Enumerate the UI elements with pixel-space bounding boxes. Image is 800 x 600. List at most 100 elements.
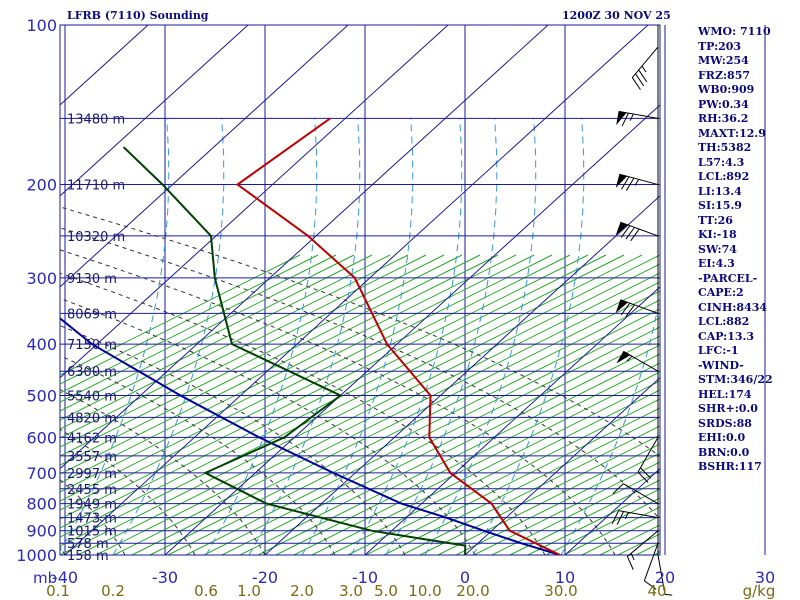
pressure-tick-label: 200 xyxy=(26,176,57,195)
index-row: LI:13.4 xyxy=(698,184,742,198)
index-row: WMO: 7110 xyxy=(698,25,771,38)
dry-adiabat-line xyxy=(60,254,373,412)
wind-barb-pennant xyxy=(615,299,628,313)
height-label: 1473 m xyxy=(67,512,117,527)
isotherm-line xyxy=(59,24,249,197)
dry-adiabat-line xyxy=(347,398,660,555)
pressure-tick-label: 400 xyxy=(26,335,57,354)
moist-adiabat-line xyxy=(60,297,476,555)
height-label: 3557 m xyxy=(67,450,117,465)
temperature-tick-label: -40 xyxy=(52,568,78,587)
index-row: L57:4.3 xyxy=(698,155,745,169)
dry-adiabat-line xyxy=(60,254,301,376)
isotherm-line xyxy=(564,468,661,556)
mixing-ratio-line xyxy=(248,118,361,555)
wind-barb xyxy=(611,510,659,525)
wind-barb-feather xyxy=(621,176,630,190)
index-row: LCL:882 xyxy=(698,315,750,328)
index-row: HEL:174 xyxy=(698,387,752,401)
wind-barb-half-feather xyxy=(664,593,673,596)
sounding-datetime: 1200Z 30 NOV 25 xyxy=(562,9,671,22)
wind-barb-staff xyxy=(618,510,659,519)
index-row: EI:4.3 xyxy=(698,257,735,270)
dry-adiabat-line xyxy=(95,272,660,555)
height-label: 7150 m xyxy=(67,338,117,353)
wind-barb-feather xyxy=(631,77,641,90)
index-row: BRN:0.0 xyxy=(698,445,750,459)
moist-adiabat-line xyxy=(60,428,196,555)
profiles xyxy=(60,117,561,555)
pressure-tick-label: 100 xyxy=(26,16,57,35)
index-row: SW:74 xyxy=(698,242,737,256)
dry-adiabat-line xyxy=(383,416,660,555)
mixing-ratio-line xyxy=(472,118,585,555)
wind-barb-feather xyxy=(616,511,624,525)
height-label: 10320 m xyxy=(67,230,125,245)
wind-barb xyxy=(637,437,659,483)
wind-barb-half-feather xyxy=(629,113,634,121)
mixing-ratio-label: 0.6 xyxy=(194,582,218,600)
dry-adiabat-line xyxy=(257,353,660,555)
dry-adiabat-line xyxy=(617,533,660,555)
mixing-ratio-line xyxy=(60,118,170,553)
temperature-tick-label: 30 xyxy=(755,568,775,587)
wind-barb-half-feather xyxy=(624,512,629,520)
temperature-trace xyxy=(235,117,561,555)
index-row: CAPE:2 xyxy=(698,286,744,299)
height-label: 11710 m xyxy=(67,179,125,194)
index-row: MAXT:12.9 xyxy=(698,126,766,140)
isotherm-line xyxy=(59,24,449,379)
index-row: EHI:0.0 xyxy=(698,431,746,444)
wind-barb-half-feather xyxy=(634,179,640,186)
index-row: SI:15.9 xyxy=(698,199,742,212)
wind-barb-half-feather xyxy=(626,355,633,362)
index-row: SHR+:0.0 xyxy=(698,402,758,415)
dry-adiabat-line xyxy=(473,461,660,555)
wind-barb-pennant xyxy=(616,351,631,364)
moist-adiabat-line xyxy=(60,388,266,555)
dry-adiabat-line xyxy=(60,254,643,547)
moist-adiabat-line xyxy=(60,355,336,555)
wind-barb xyxy=(657,554,673,596)
wind-barb xyxy=(612,483,659,505)
dry-adiabat-line xyxy=(60,254,625,538)
mixing-ratio-label: 30.0 xyxy=(544,582,577,600)
mixing-ratio-lines xyxy=(60,118,660,555)
height-label: 2997 m xyxy=(67,467,117,482)
index-row: SRDS:88 xyxy=(698,416,752,430)
pressure-unit-label: mb xyxy=(33,569,57,587)
dry-adiabat-line xyxy=(545,497,660,555)
dry-adiabat-line xyxy=(635,542,660,555)
wind-barb-feather xyxy=(625,304,635,317)
dry-adiabat-line xyxy=(60,254,535,493)
dry-adiabat-line xyxy=(221,335,660,555)
height-label: 2455 m xyxy=(67,483,117,498)
wind-barb-feather xyxy=(644,580,657,590)
temperature-tick-label: 10 xyxy=(555,568,575,587)
wind-barb xyxy=(616,110,659,127)
dry-adiabat-line xyxy=(419,434,660,555)
wind-barb-staff xyxy=(631,46,659,78)
mixing-ratio-line xyxy=(424,118,537,555)
wind-barb-feather xyxy=(626,556,634,570)
indices-panel: WMO: 7110 TP:203 MW:254 FRZ:857 WB0:909 PW:0.… xyxy=(698,25,798,475)
wind-barb-feather xyxy=(637,471,649,483)
wind-barb-staff xyxy=(623,350,659,372)
dry-adiabat-line xyxy=(311,380,660,555)
pressure-tick-label: 800 xyxy=(26,495,57,514)
height-label: 5540 m xyxy=(67,389,117,404)
moist-adiabat-line xyxy=(60,227,660,521)
wind-barb-feather xyxy=(638,69,648,83)
wind-barb-feather xyxy=(630,228,640,242)
temperature-tick-label: -20 xyxy=(252,568,278,587)
index-row: KI:-18 xyxy=(698,228,737,241)
index-row: RH:36.2 xyxy=(698,112,749,125)
mixing-ratio-label: 3.0 xyxy=(339,582,363,600)
mixing-ratio-label: 0.1 xyxy=(46,582,70,600)
dry-adiabat-line xyxy=(437,443,660,555)
wind-barb-feather xyxy=(620,225,631,238)
index-row: STM:346/22 xyxy=(698,373,773,386)
wind-barb xyxy=(631,46,659,90)
